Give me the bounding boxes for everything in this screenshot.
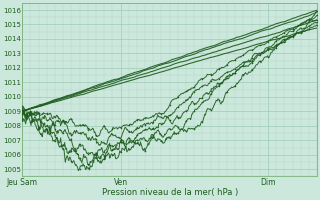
X-axis label: Pression niveau de la mer( hPa ): Pression niveau de la mer( hPa ): [101, 188, 238, 197]
